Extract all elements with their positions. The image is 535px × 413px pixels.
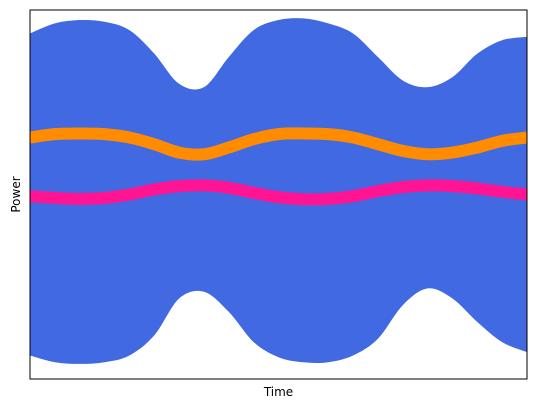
series-line-1 <box>30 127 527 161</box>
plot-layer <box>30 18 527 364</box>
y-axis-label: Power <box>9 176 23 212</box>
plot-border <box>29 9 528 380</box>
series-line-2 <box>30 179 527 206</box>
series-band-0 <box>30 18 527 364</box>
x-axis-label: Time <box>263 385 293 399</box>
